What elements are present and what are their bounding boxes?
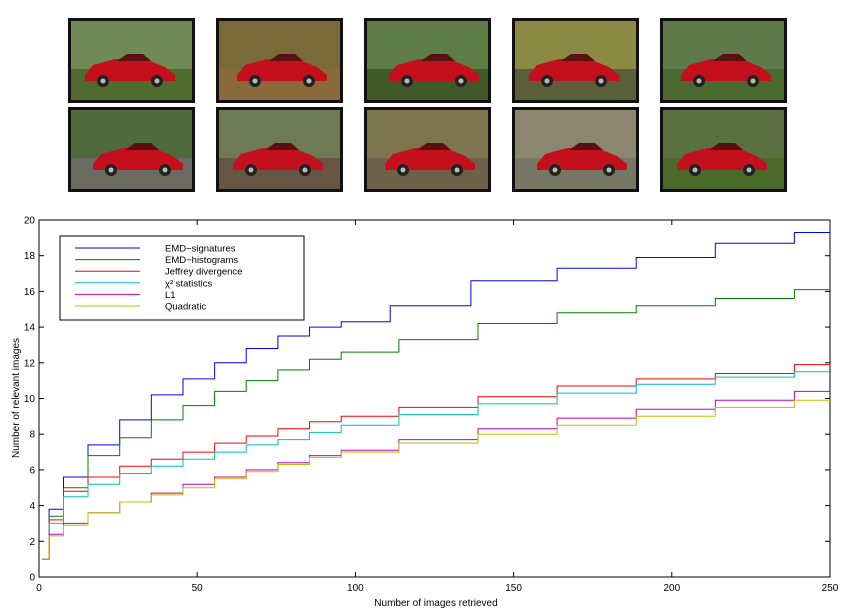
series-line-4 xyxy=(42,371,830,560)
car-photo-7 xyxy=(216,107,343,192)
car-photo-10 xyxy=(660,107,787,192)
red-car-shape xyxy=(677,143,767,176)
car-photo-1 xyxy=(68,18,195,103)
y-tick-label: 2 xyxy=(29,537,35,548)
red-car-shape xyxy=(389,54,479,87)
y-tick-label: 20 xyxy=(24,216,36,227)
red-car-shape xyxy=(385,143,475,176)
red-car-shape xyxy=(233,143,323,176)
x-tick-label: 50 xyxy=(192,583,204,594)
y-tick-label: 0 xyxy=(29,573,35,584)
red-car-shape xyxy=(85,54,175,87)
x-tick-label: 200 xyxy=(663,583,680,594)
car-photo-9 xyxy=(512,107,639,192)
car-photo-5 xyxy=(660,18,787,103)
car-photo-2 xyxy=(216,18,343,103)
y-tick-label: 10 xyxy=(24,394,36,405)
y-tick-label: 18 xyxy=(24,251,36,262)
red-car-shape xyxy=(529,54,619,87)
series-line-2 xyxy=(42,289,830,560)
red-car-shape xyxy=(537,143,627,176)
car-photo-3 xyxy=(364,18,491,103)
x-axis-label: Number of images retrieved xyxy=(374,598,497,609)
series-layer xyxy=(42,232,830,560)
legend-label-4: χ² statistics xyxy=(165,278,212,289)
y-tick-label: 8 xyxy=(29,430,35,441)
car-photo-4 xyxy=(512,18,639,103)
series-line-3 xyxy=(42,364,830,560)
red-car-shape xyxy=(681,54,771,87)
legend-label-6: Quadratic xyxy=(165,302,206,313)
x-tick-label: 0 xyxy=(36,583,42,594)
series-line-1 xyxy=(42,232,830,560)
legend-label-2: EMD−histograms xyxy=(165,255,238,266)
y-axis-label: Number of relevant images xyxy=(11,338,22,458)
x-tick-label: 250 xyxy=(822,583,839,594)
y-tick-label: 12 xyxy=(24,358,36,369)
car-photo-6 xyxy=(68,107,195,192)
car-photo-8 xyxy=(364,107,491,192)
x-tick-label: 150 xyxy=(505,583,522,594)
red-car-shape xyxy=(93,143,183,176)
y-tick-label: 4 xyxy=(29,501,35,512)
line-chart: 0 50 100 150 200 250 0 2 4 6 8 10 12 14 16 18 20 Number … xyxy=(11,216,839,610)
y-tick-label: 14 xyxy=(24,323,36,334)
legend-label-3: Jeffrey divergence xyxy=(165,267,242,278)
series-line-6 xyxy=(42,399,830,560)
x-tick-label: 100 xyxy=(347,583,364,594)
axis-ticks: 0 50 100 150 200 250 0 2 4 6 8 10 12 14 16 18 20 xyxy=(24,216,839,595)
y-tick-label: 16 xyxy=(24,287,36,298)
legend-label-5: L1 xyxy=(165,290,176,301)
legend-label-1: EMD−signatures xyxy=(165,244,236,255)
y-tick-label: 6 xyxy=(29,465,35,476)
thumbnail-grid xyxy=(0,0,853,200)
red-car-shape xyxy=(237,54,327,87)
